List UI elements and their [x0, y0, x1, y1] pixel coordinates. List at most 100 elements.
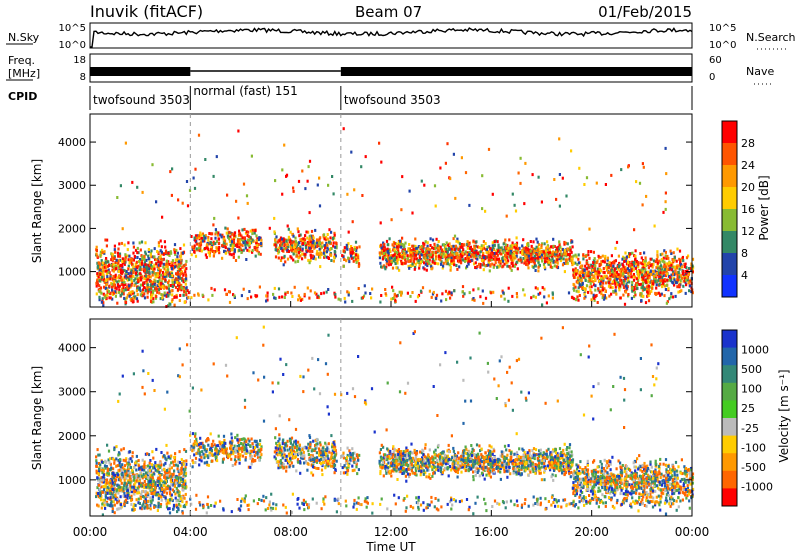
- range-cell: [633, 288, 636, 292]
- range-cell: [484, 242, 487, 245]
- range-cell: [603, 274, 606, 278]
- range-cell: [116, 301, 119, 305]
- range-cell: [424, 250, 427, 253]
- range-cell: [558, 137, 561, 141]
- range-cell: [621, 263, 624, 267]
- range-cell: [133, 508, 136, 511]
- range-cell: [147, 480, 150, 484]
- range-cell: [251, 232, 254, 236]
- range-cell: [129, 258, 132, 262]
- range-cell: [473, 244, 476, 248]
- range-cell: [641, 294, 644, 298]
- range-cell: [110, 252, 113, 256]
- range-cell: [105, 279, 108, 282]
- range-cell: [175, 249, 178, 253]
- range-cell: [353, 247, 356, 251]
- range-cell: [428, 248, 432, 252]
- range-cell: [443, 248, 446, 252]
- range-cell: [287, 235, 290, 239]
- range-cell: [669, 276, 672, 280]
- range-cell: [104, 266, 107, 270]
- range-cell: [603, 260, 606, 264]
- range-cell: [634, 293, 637, 297]
- range-cell: [409, 259, 412, 263]
- range-cell: [308, 211, 311, 215]
- range-cell: [369, 292, 372, 295]
- colorbar-frame: [721, 120, 738, 298]
- range-cell: [95, 245, 98, 249]
- range-cell: [111, 277, 114, 281]
- range-cell: [134, 282, 137, 286]
- range-cell: [590, 291, 593, 295]
- range-cell: [158, 486, 161, 490]
- range-cell: [496, 240, 499, 244]
- range-cell: [170, 284, 173, 287]
- range-cell: [613, 273, 616, 277]
- range-cell: [393, 293, 396, 297]
- range-cell: [139, 265, 142, 269]
- range-cell: [644, 256, 647, 260]
- range-cell: [383, 256, 386, 260]
- range-cell: [150, 261, 153, 264]
- range-cell: [600, 275, 603, 279]
- range-cell: [117, 458, 120, 462]
- range-cell: [281, 237, 284, 241]
- range-cell: [184, 481, 187, 485]
- range-cell: [395, 256, 398, 260]
- range-cell: [522, 288, 525, 292]
- range-cell: [176, 464, 180, 468]
- range-cell: [654, 278, 657, 282]
- range-cell: [676, 278, 679, 282]
- range-cell: [210, 237, 213, 241]
- range-cell: [124, 256, 127, 260]
- range-cell: [170, 466, 173, 470]
- range-cell: [144, 490, 148, 494]
- range-cell: [641, 162, 644, 166]
- range-cell: [154, 504, 157, 508]
- range-cell: [111, 484, 114, 487]
- range-cell: [565, 259, 568, 263]
- range-cell: [304, 246, 308, 249]
- range-cell: [510, 268, 513, 272]
- range-cell: [681, 255, 684, 259]
- range-cell: [391, 297, 395, 300]
- range-cell: [259, 252, 262, 256]
- range-cell: [551, 266, 554, 269]
- range-cell: [566, 253, 569, 256]
- range-cell: [606, 258, 609, 262]
- range-cell: [407, 249, 410, 253]
- range-cell: [332, 244, 335, 248]
- range-cell: [102, 304, 105, 308]
- range-cell: [666, 254, 669, 258]
- range-cell: [507, 286, 510, 290]
- range-cell: [642, 280, 645, 283]
- range-cell: [632, 264, 636, 268]
- range-cell: [561, 263, 565, 267]
- range-cell: [167, 268, 170, 272]
- range-cell: [601, 259, 605, 263]
- range-cell: [648, 261, 651, 265]
- range-cell: [96, 280, 99, 284]
- range-cell: [200, 239, 203, 243]
- range-cell: [558, 173, 561, 176]
- range-cell: [551, 291, 554, 295]
- range-cell: [115, 267, 118, 271]
- range-cell: [295, 250, 298, 254]
- range-cell: [493, 251, 496, 255]
- range-cell: [553, 252, 557, 256]
- range-cell: [620, 278, 623, 282]
- range-cell: [296, 248, 299, 252]
- range-cell: [596, 259, 599, 263]
- range-cell: [510, 244, 513, 248]
- range-cell: [122, 257, 125, 261]
- range-cell: [475, 240, 478, 244]
- range-cell: [646, 285, 649, 289]
- range-cell: [222, 242, 225, 246]
- range-cell: [168, 279, 171, 283]
- range-cell: [165, 502, 168, 506]
- range-cell: [423, 261, 426, 265]
- range-cell: [541, 286, 544, 290]
- range-cell: [137, 474, 140, 478]
- range-cell: [156, 477, 160, 481]
- range-cell: [185, 459, 188, 463]
